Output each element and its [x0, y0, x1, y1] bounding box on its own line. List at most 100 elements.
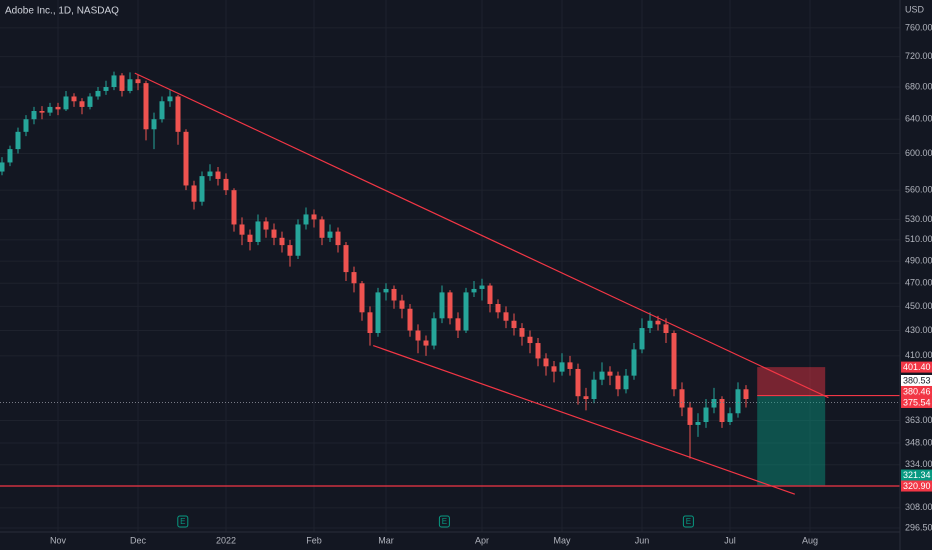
candle-body [247, 234, 253, 242]
y-tick-label: 430.00 [905, 325, 932, 335]
candle-body [503, 312, 509, 321]
x-tick-label: Feb [306, 535, 322, 545]
candle-body [663, 324, 669, 334]
trendline [134, 72, 829, 399]
candle-body [495, 304, 501, 313]
candle-body [15, 131, 21, 150]
candle-body [591, 379, 597, 400]
y-tick-label: 600.00 [905, 148, 932, 158]
candle-body [287, 245, 293, 256]
candle-body [87, 96, 93, 107]
candle-body [367, 312, 373, 334]
candle-body [535, 343, 541, 359]
x-tick-label: 2022 [216, 535, 236, 545]
candle-body [23, 119, 29, 132]
candle-body [639, 328, 645, 350]
candle-body [279, 237, 285, 246]
candle-body [167, 96, 173, 102]
candle-body [471, 288, 477, 293]
price-label: 401.40 [903, 362, 931, 372]
plot [0, 71, 900, 495]
grid [0, 0, 900, 532]
event-marker [438, 515, 450, 528]
y-tick-label: 348.00 [905, 437, 932, 447]
y-tick-label: 296.50 [905, 522, 932, 532]
candle-body [623, 375, 629, 390]
candle-body [215, 171, 221, 179]
candle-body [687, 407, 693, 425]
candle-body [567, 362, 573, 369]
candle-body [0, 162, 5, 172]
trendline [373, 345, 795, 495]
candle-body [423, 340, 429, 346]
candle-body [695, 421, 701, 425]
candle-body [295, 224, 301, 256]
candle-body [743, 389, 749, 400]
y-tick-label: 680.00 [905, 81, 932, 91]
price-label-box [901, 361, 932, 373]
candle-body [719, 399, 725, 422]
x-tick-label: Jul [724, 535, 736, 545]
candle-body [711, 399, 717, 408]
x-tick-label: Aug [802, 535, 818, 545]
candle-body [79, 101, 85, 107]
event-label: E [442, 517, 447, 526]
candle-body [359, 283, 365, 313]
event-marker [177, 515, 189, 528]
candle-body [351, 272, 357, 284]
candle-body [519, 328, 525, 337]
y-tick-label: 450.00 [905, 301, 932, 311]
candle-body [479, 285, 485, 289]
candle-body [31, 110, 37, 120]
price-label: 320.90 [903, 481, 931, 491]
price-label: 321.34 [903, 470, 931, 480]
candle-body [151, 119, 157, 130]
candle-body [431, 318, 437, 346]
candle-body [183, 131, 189, 186]
candle-body [383, 288, 389, 293]
candle-body [415, 330, 421, 341]
candle-body [191, 185, 197, 202]
y-tick-label: 308.00 [905, 502, 932, 512]
candle-body [511, 320, 517, 329]
candle-body [311, 214, 317, 220]
target-zone [757, 395, 826, 486]
y-tick-label: 530.00 [905, 214, 932, 224]
candle-body [175, 96, 181, 132]
candle-body [223, 178, 229, 191]
candle-body [63, 96, 69, 110]
x-tick-label: Apr [475, 535, 489, 545]
candle-body [255, 221, 261, 242]
candle-body [727, 413, 733, 422]
candle-body [447, 292, 453, 319]
event-marker [682, 515, 694, 528]
candle-body [487, 285, 493, 305]
x-tick-label: Nov [50, 535, 67, 545]
candle-body [55, 106, 61, 110]
event-label: E [180, 517, 185, 526]
candle-body [407, 308, 413, 331]
x-tick-label: Mar [378, 535, 394, 545]
candle-body [527, 336, 533, 344]
candle-body [103, 87, 109, 91]
price-label: 380.46 [903, 386, 931, 396]
candle-body [159, 101, 165, 120]
currency: USD [905, 4, 925, 14]
price-label: 375.54 [903, 397, 931, 407]
y-tick-label: 560.00 [905, 185, 932, 195]
candle-body [231, 190, 237, 225]
x-tick-label: May [553, 535, 571, 545]
x-tick-label: Jun [635, 535, 650, 545]
candle-body [543, 358, 549, 367]
candle-body [583, 396, 589, 400]
candle-body [335, 231, 341, 246]
price-label-box [901, 385, 932, 397]
candle-body [343, 245, 349, 273]
candle-body [303, 214, 309, 225]
candle-body [207, 171, 213, 177]
chart-title: Adobe Inc., 1D, NASDAQ [5, 6, 119, 17]
candle-body [143, 83, 149, 130]
candle-body [599, 371, 605, 380]
candle-body [399, 300, 405, 309]
